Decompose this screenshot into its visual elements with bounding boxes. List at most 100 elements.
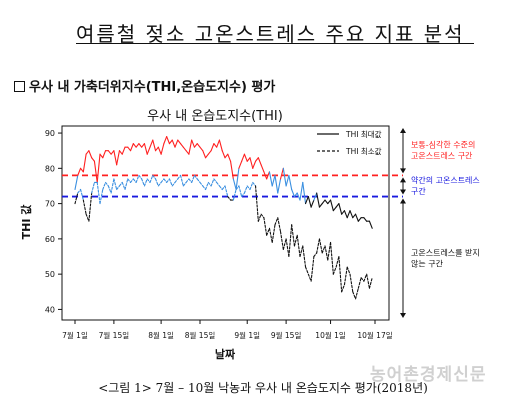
thi-min-segment [366,273,370,289]
x-tick-label: 8월 1일 [148,330,174,340]
thi-max-segment [249,157,254,169]
thi-max-segment [277,178,282,194]
thi-min-segment [255,185,259,222]
y-tick-label: 80 [45,164,55,173]
thi-max-segment [205,153,209,159]
thi-min-segment [127,178,132,183]
thi-min-segment [249,181,254,191]
thi-max-segment [246,157,251,162]
chart-title: 우사 내 온습도지수(THI) [147,109,283,124]
series-thi-max [74,136,373,229]
thi-min-segment [316,238,320,254]
thi-max-segment [260,164,265,173]
thi-min-segment [163,178,168,183]
thi-min-segment [146,178,151,183]
thi-min-segment [155,178,159,187]
thi-max-segment [274,174,279,194]
x-tick-label: 9월 1일 [234,330,260,340]
thi-min-segment [124,178,129,191]
series-thi-min [74,174,373,300]
thi-min-segment [132,178,137,183]
figure-caption: <그림 1> 7월 – 10월 낙농과 우사 내 온습도지수 평가(2018년) [98,381,428,395]
thi-max-segment [324,199,329,205]
thi-min-segment [143,178,148,187]
thi-min-segment [96,181,101,205]
thi-max-segment [257,157,262,166]
thi-max-segment [152,139,157,152]
thi-max-segment [88,150,93,159]
thi-max-segment [330,199,334,212]
arrow-up-icon [400,128,406,133]
thi-max-segment [132,143,137,148]
thi-max-segment [230,160,234,180]
thi-min-segment [224,185,229,198]
x-axis: 7월 1일 7월 15일 8월 1일 8월 15일 9월 1일 9월 15일 10월 1일 1… [62,320,393,340]
thi-min-segment [330,241,334,275]
thi-max-segment [218,139,223,152]
thi-min-segment [285,238,290,258]
thi-min-segment [213,178,218,183]
thi-min-segment [274,217,279,226]
thi-max-segment [85,150,90,155]
x-tick-label: 9월 15일 [271,330,302,340]
thi-min-segment [188,178,193,183]
thi-min-segment [99,188,104,205]
thi-max-segment [343,210,348,219]
thi-min-segment [74,192,79,205]
thi-min-segment [116,185,120,191]
thi-max-segment [338,203,343,215]
thi-max-segment [91,157,95,162]
thi-max-segment [332,206,337,212]
thi-max-segment [168,139,173,145]
thi-max-segment [213,143,218,148]
thi-max-segment [182,146,187,152]
thi-min-segment [291,224,295,247]
section-heading-text: 우사 내 가축더위지수(THI,온습도지수) 평가 [29,80,276,95]
thi-max-segment [157,146,162,155]
thi-min-segment [310,255,315,282]
thi-max-segment [263,171,268,180]
thi-min-segment [235,185,240,191]
page-title: 여름철 젖소 고온스트레스 주요 지표 분석 [76,22,465,46]
annotation-text: 약간의 고온스트레스 [411,175,480,185]
thi-min-segment [368,277,373,289]
thi-min-segment [355,287,359,300]
thi-min-segment [102,181,107,191]
y-tick-label: 70 [45,200,55,209]
thi-max-segment [313,192,318,201]
arrow-up-icon [400,198,406,204]
thi-max-segment [282,167,287,187]
thi-min-segment [77,188,82,194]
thi-max-segment [74,174,79,191]
thi-max-segment [302,181,307,205]
thi-min-segment [313,252,318,258]
thi-min-segment [160,178,165,183]
thi-min-segment [363,273,368,282]
thi-max-segment [99,153,104,159]
thi-min-segment [138,174,143,180]
thi-min-segment [332,266,337,275]
thi-min-segment [193,174,198,180]
y-tick-label: 40 [45,305,55,314]
thi-min-segment [296,234,301,258]
thi-min-segment [166,178,170,183]
thi-min-segment [338,255,343,293]
thi-min-segment [357,277,362,289]
thi-min-segment [80,188,84,201]
thi-min-segment [177,174,182,180]
thi-max-segment [141,143,145,148]
thi-max-segment [146,146,151,155]
y-tick-label: 50 [45,270,55,279]
legend: THI 최대값 THI 최소값 [317,129,382,156]
thi-max-segment [130,143,134,152]
thi-min-segment [216,181,220,187]
thi-min-segment [302,245,307,268]
thi-max-segment [352,213,357,219]
thi-max-segment [241,153,245,162]
thi-max-segment [252,160,257,169]
thi-min-segment [82,199,87,215]
x-tick-label: 8월 15일 [185,330,216,340]
thi-min-segment [121,181,126,191]
thi-min-segment [91,181,95,194]
